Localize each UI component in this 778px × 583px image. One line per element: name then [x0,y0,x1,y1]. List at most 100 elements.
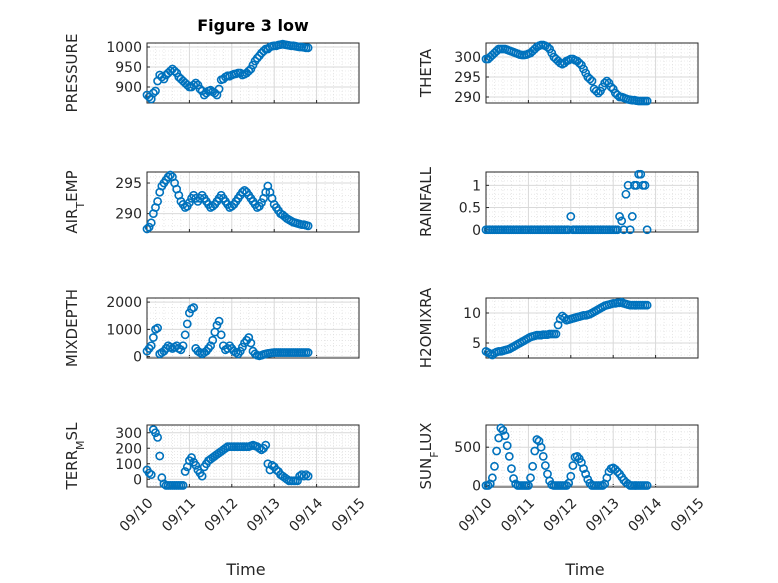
data-point [636,169,646,179]
panel-h2omixra: 5 10 H2OMIXRA [417,287,699,368]
y-tick-label: 0.5 [459,201,481,217]
data-point [551,329,561,339]
data-point [189,80,199,90]
data-point [235,68,245,78]
data-point [625,225,635,235]
panel-pressure: 900 950 1000 PRESSURE Figure 3 low [63,16,360,113]
data-point [566,471,576,481]
data-point [189,303,199,312]
axes-border [146,424,360,488]
data-point [146,218,156,228]
data-point [148,333,158,342]
data-point [564,225,574,235]
data-point [153,196,162,206]
data-point [178,341,188,351]
x-tick-label: 09/14 [286,495,326,535]
axes-border [485,42,699,104]
y-axis-label: PRESSURE [63,34,81,113]
y-tick-label: 0 [133,350,142,366]
data-point [178,481,188,490]
data-point [165,170,175,180]
data-point [214,84,224,94]
x-tick-label: 09/11 [159,495,199,535]
data-point [619,225,629,235]
data-point [642,225,652,235]
data-point [180,467,190,476]
x-tick-label: 09/15 [329,495,369,535]
axes-border [146,171,360,233]
data-point [507,464,516,474]
data-point [240,185,249,195]
y-axis-label: SUNFLUX [417,423,441,490]
axes-frame [146,424,360,488]
panel-rainfall: 0 0.5 1 RAINFALL [417,166,699,239]
y-tick-label: 295 [454,70,481,86]
data-point [572,451,582,461]
x-axis-label: Time [225,560,265,579]
data-point [632,180,641,190]
data-point [526,473,535,483]
y-tick-label: 290 [454,90,481,106]
data-point [227,201,237,211]
data-point [500,431,510,441]
panel-air_temp: 290 295 AIRTEMP [63,170,360,234]
data-point [581,469,591,479]
y-tick-label: 300 [454,50,481,66]
y-tick-label: 10 [463,306,481,322]
data-point [538,451,548,461]
y-tick-label: 900 [115,80,142,96]
figure-title: Figure 3 low [197,16,309,35]
data-point [587,76,597,86]
data-point [600,78,610,88]
data-point [496,423,506,433]
data-point [640,180,650,190]
y-tick-label: 295 [115,176,142,192]
data-point [617,216,627,226]
data-point [148,88,158,98]
data-point [568,461,578,470]
y-tick-label: 500 [454,440,481,456]
y-axis-label: RAINFALL [417,166,435,237]
data-point [182,80,192,90]
data-point [574,58,584,68]
y-tick-label: 0 [472,478,481,494]
data-point [216,330,226,340]
data-point [543,42,552,52]
data-point [615,212,624,221]
axes-border [485,297,699,359]
data-point [585,74,595,84]
panel-mixdepth: 0 1000 2000 MIXDEPTH [63,289,360,367]
y-tick-label: 1000 [106,322,142,338]
y-tick-label: 300 [115,426,142,442]
data-point [562,481,571,490]
data-point [261,440,271,450]
data-point [642,96,652,106]
data-point [621,189,631,199]
data-point [301,470,311,479]
data-point [579,464,588,474]
data-point [187,453,196,462]
data-point [490,461,499,471]
y-tick-label: 5 [472,336,481,352]
y-axis-label: AIRTEMP [63,170,87,233]
data-point [303,471,313,481]
data-point [487,473,497,483]
data-point [144,468,154,478]
y-axis-label: THETA [417,48,435,98]
data-point [208,201,218,211]
data-point [627,212,637,221]
x-axis-label: Time [564,560,604,579]
data-point [293,476,302,486]
data-point [195,84,205,94]
axes-border [146,42,360,104]
y-tick-label: 0 [472,223,481,239]
data-point [153,323,162,333]
data-point [184,198,194,208]
data-point [182,319,192,329]
x-tick-label: 09/13 [583,495,623,535]
data-point [246,338,256,348]
data-point [598,481,607,490]
data-point [151,428,160,438]
data-point [153,432,162,442]
